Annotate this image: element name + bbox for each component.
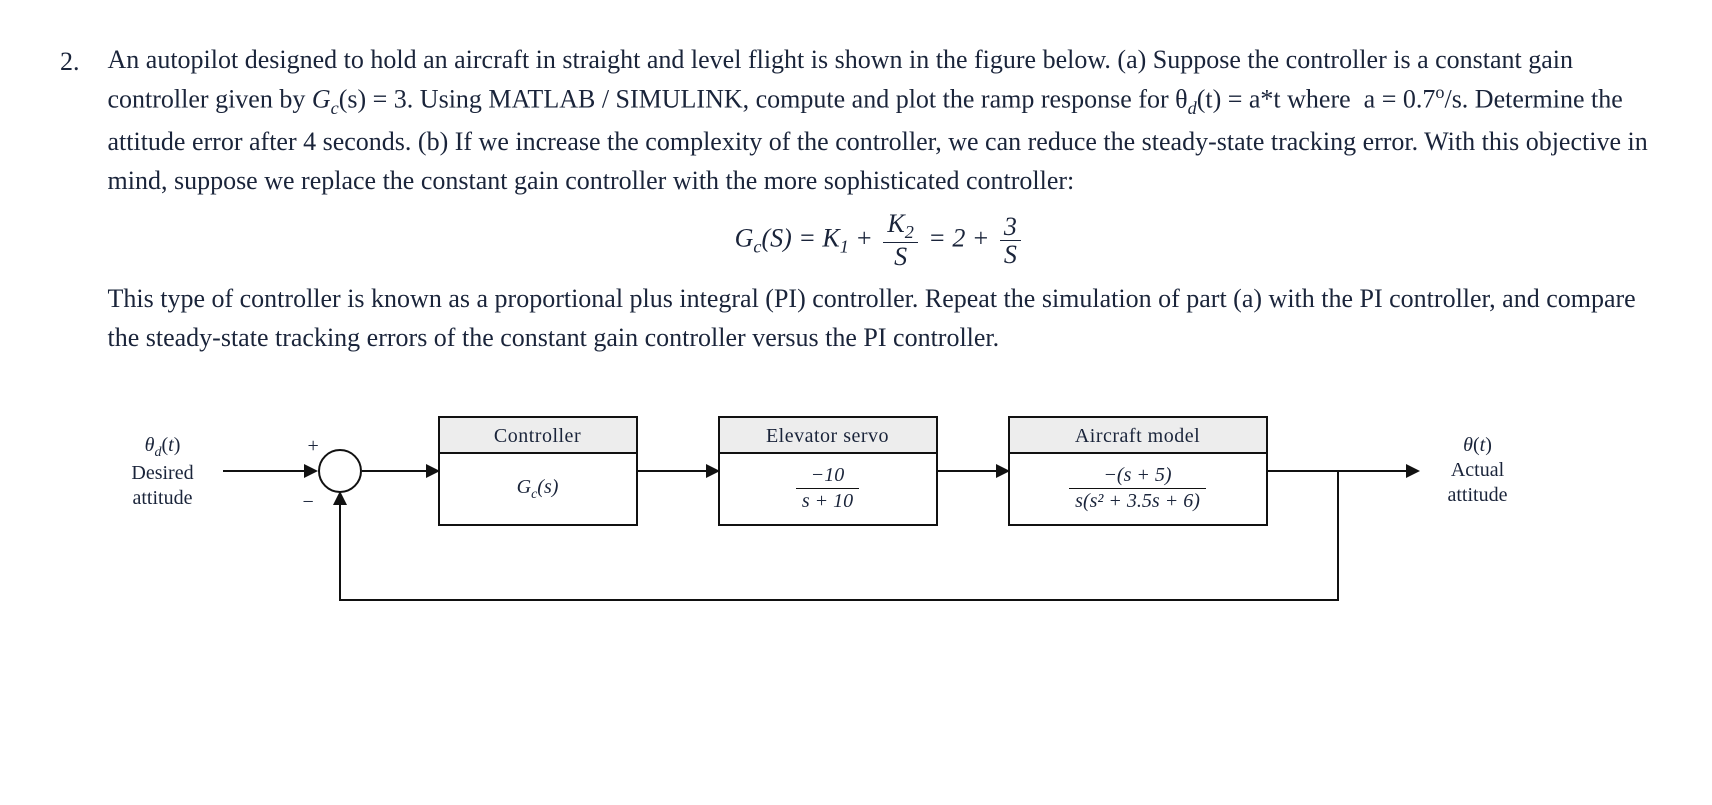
problem: 2. An autopilot designed to hold an airc… [60,40,1652,641]
servo-num: −10 [796,463,859,489]
servo-title: Elevator servo [720,418,936,454]
wire-aircraft-to-output [1268,470,1418,472]
eq-k2-num: K [887,209,904,238]
aircraft-den-a: s [1075,490,1083,512]
servo-den-a: s [802,490,810,512]
eq-k2-num-sub: 2 [905,222,914,242]
aircraft-content: −(s + 5) s(s² + 3.5s + 6) [1010,454,1266,524]
aircraft-title: Aircraft model [1010,418,1266,454]
eq-k1-sub: 1 [840,237,849,257]
aircraft-den-b: ( [1083,490,1090,512]
input-label-mid: Desired [131,462,193,484]
output-label-mid: Actual [1451,459,1504,481]
arrow-aircraft-to-output [1406,464,1420,478]
wire-feedback-across [339,599,1339,601]
minus-sign: − [303,487,314,517]
paragraph-2: This type of controller is known as a pr… [108,279,1653,357]
aircraft-num-c: + 5) [1131,464,1171,486]
eq-lhs-fn: G [735,223,754,252]
controller-block: Controller Gc(s) [438,416,638,526]
arrow-input-to-sum [304,464,318,478]
aircraft-den-d: ² + 3.5 [1097,490,1152,512]
eq-k1: K [822,223,839,252]
arrow-feedback-into-sum [333,491,347,505]
output-label: θ(t) Actual attitude [1423,433,1533,508]
servo-block: Elevator servo −10 s + 10 [718,416,938,526]
servo-content: −10 s + 10 [720,454,936,524]
problem-number: 2. [60,40,80,641]
controller-title: Controller [440,418,636,454]
output-label-bot: attitude [1448,484,1508,506]
wire-input-to-sum [223,470,316,472]
input-label-bot: attitude [133,487,193,509]
servo-den-b: + 10 [810,490,854,512]
aircraft-num-a: −( [1103,464,1123,486]
eq-frac-r: 3 S [1000,213,1021,269]
wire-feedback-up [339,493,341,601]
eq-lhs-arg: (S) [761,223,791,252]
equation-controller: Gc(S) = K1 + K2 S = 2 + 3 S [108,210,1653,271]
eq-k2-den: S [883,243,917,270]
plus-sign: + [308,431,319,461]
eq-frac-k2: K2 S [883,210,917,271]
paragraph-1: An autopilot designed to hold an aircraf… [108,40,1653,200]
aircraft-den-f: + 6) [1160,490,1200,512]
controller-content: Gc(s) [440,454,636,524]
summing-junction [318,449,362,493]
wire-feedback-down [1337,470,1339,601]
problem-body: An autopilot designed to hold an aircraf… [108,40,1653,641]
aircraft-block: Aircraft model −(s + 5) s(s² + 3.5s + 6) [1008,416,1268,526]
block-diagram: θd(t) Desired attitude + − Controller Gc… [108,391,1508,641]
eq-rc: 2 [952,223,965,252]
input-label: θd(t) Desired attitude [108,433,218,512]
aircraft-den-e: s [1152,490,1160,512]
eq-r-num: 3 [1000,213,1021,241]
eq-r-den: S [1000,241,1021,268]
